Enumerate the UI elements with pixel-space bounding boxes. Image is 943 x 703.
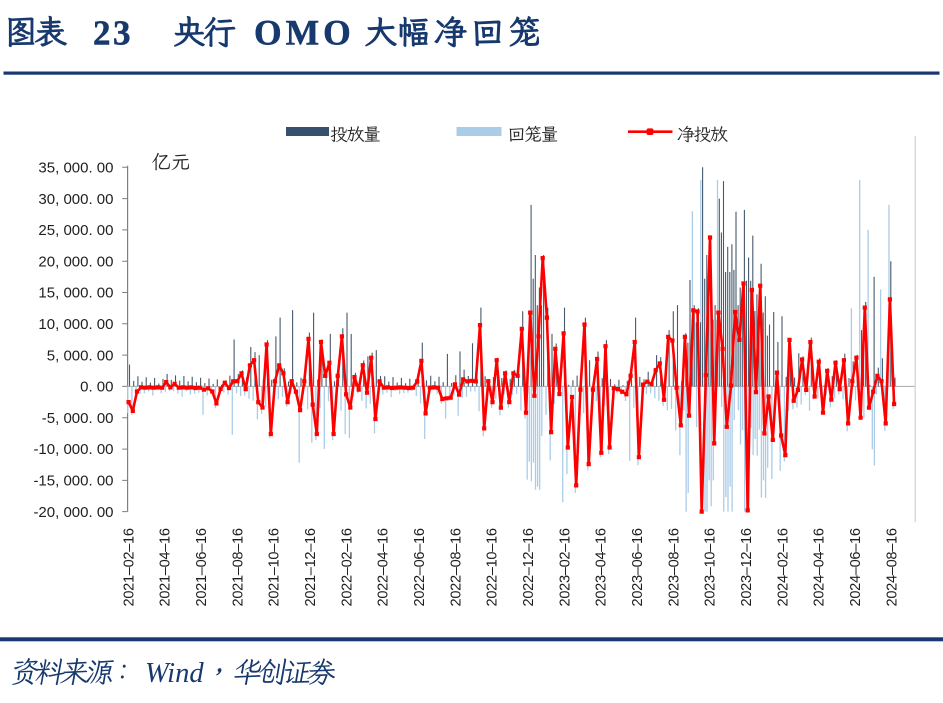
svg-text:2023–12–16: 2023–12–16: [739, 528, 755, 606]
svg-text:-5, 000. 00: -5, 000. 00: [42, 410, 114, 427]
svg-text:2021–04–16: 2021–04–16: [158, 528, 174, 606]
svg-text:2021–06–16: 2021–06–16: [194, 528, 210, 606]
svg-text:2023–02–16: 2023–02–16: [557, 528, 573, 606]
svg-text:2023–10–16: 2023–10–16: [703, 528, 719, 606]
svg-text:Wind: Wind: [145, 658, 204, 689]
svg-text:-15, 000. 00: -15, 000. 00: [33, 473, 113, 490]
svg-text:2023–06–16: 2023–06–16: [630, 528, 646, 606]
svg-text:2022–02–16: 2022–02–16: [339, 528, 355, 606]
svg-text:15, 000. 00: 15, 000. 00: [38, 285, 113, 302]
svg-text:2024–06–16: 2024–06–16: [848, 528, 864, 606]
svg-text:2022–06–16: 2022–06–16: [412, 528, 428, 606]
svg-text:2024–02–16: 2024–02–16: [775, 528, 791, 606]
svg-text:2021–12–16: 2021–12–16: [303, 528, 319, 606]
svg-text:2023–08–16: 2023–08–16: [666, 528, 682, 606]
svg-text:2021–08–16: 2021–08–16: [230, 528, 246, 606]
svg-text:2022–04–16: 2022–04–16: [376, 528, 392, 606]
svg-text:23: 23: [93, 14, 133, 53]
svg-text:0. 00: 0. 00: [80, 379, 113, 396]
svg-text:2022–08–16: 2022–08–16: [448, 528, 464, 606]
svg-text:25, 000. 00: 25, 000. 00: [38, 222, 113, 239]
svg-text:2021–02–16: 2021–02–16: [121, 528, 137, 606]
svg-text:-20, 000. 00: -20, 000. 00: [33, 504, 113, 521]
svg-text:2023–04–16: 2023–04–16: [594, 528, 610, 606]
svg-text:2024–04–16: 2024–04–16: [812, 528, 828, 606]
svg-text:2024–08–16: 2024–08–16: [884, 528, 900, 606]
svg-text:2022–12–16: 2022–12–16: [521, 528, 537, 606]
svg-text:OMO: OMO: [254, 13, 355, 53]
svg-text:5, 000. 00: 5, 000. 00: [47, 347, 114, 364]
svg-text:2021–10–16: 2021–10–16: [267, 528, 283, 606]
svg-text:10, 000. 00: 10, 000. 00: [38, 316, 113, 333]
svg-text:35, 000. 00: 35, 000. 00: [38, 160, 113, 177]
svg-text:2022–10–16: 2022–10–16: [485, 528, 501, 606]
svg-text:-10, 000. 00: -10, 000. 00: [33, 441, 113, 458]
svg-text:30, 000. 00: 30, 000. 00: [38, 191, 113, 208]
svg-text:20, 000. 00: 20, 000. 00: [38, 253, 113, 270]
